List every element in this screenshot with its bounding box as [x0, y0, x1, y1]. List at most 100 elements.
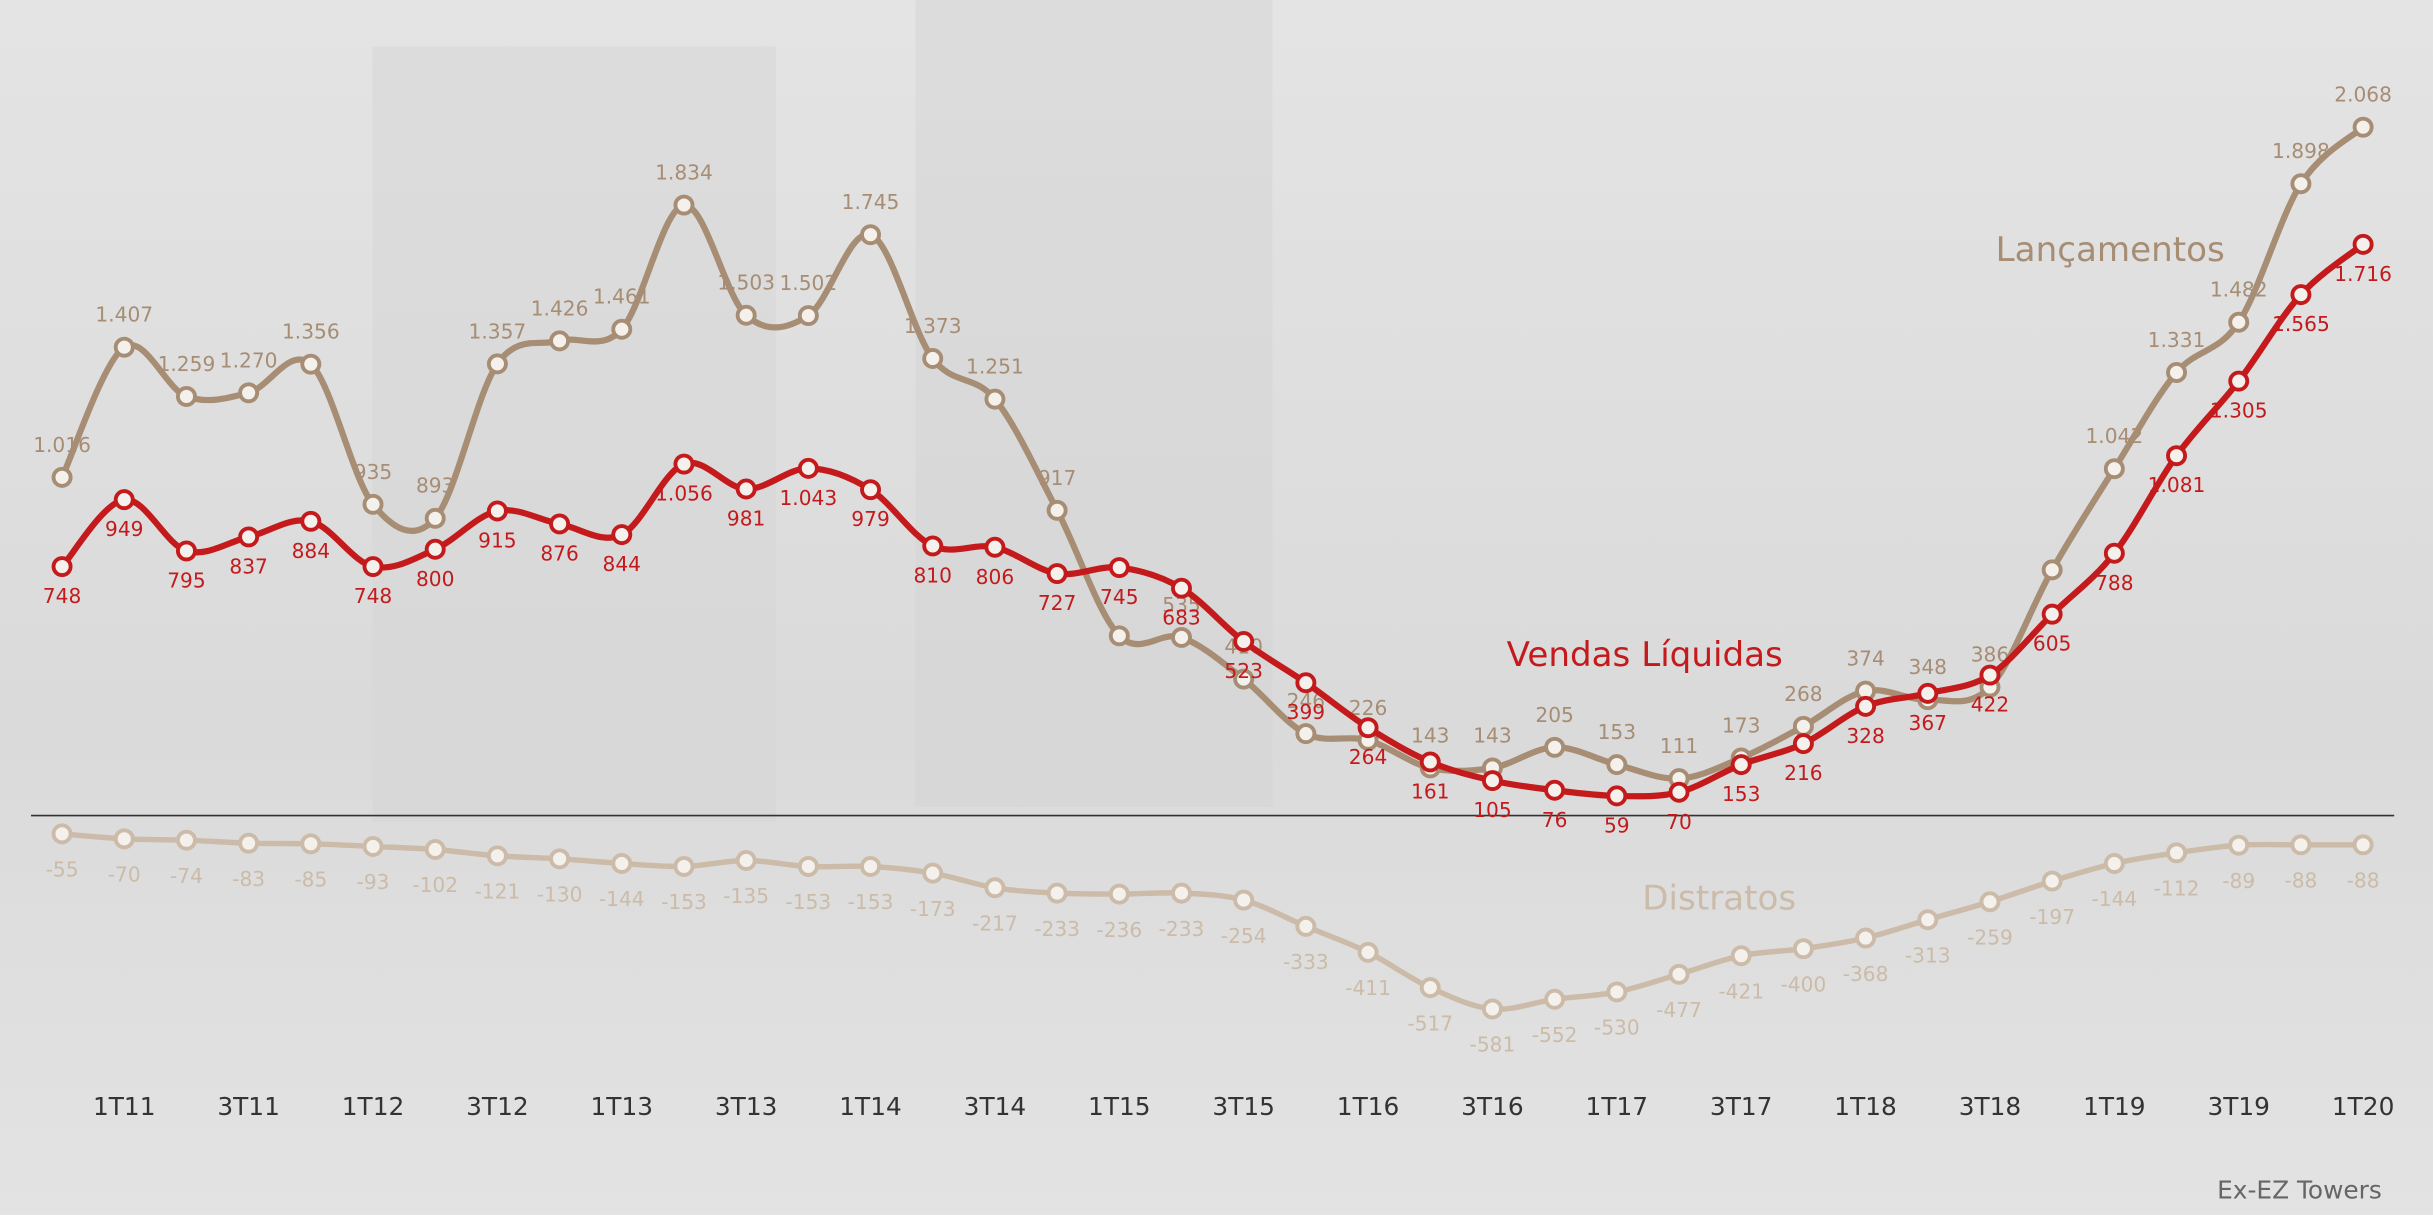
data-point — [2352, 834, 2374, 856]
data-label: 264 — [1349, 745, 1387, 769]
x-tick-label: 3T13 — [715, 1092, 778, 1121]
x-tick-label: 1T17 — [1586, 1092, 1649, 1121]
x-tick-label: 1T13 — [591, 1092, 654, 1121]
data-label: -93 — [357, 870, 390, 894]
data-label: 1.482 — [2210, 278, 2268, 302]
data-point — [1171, 882, 1192, 904]
data-point — [486, 353, 508, 375]
data-point — [860, 479, 882, 501]
data-point — [860, 224, 882, 246]
data-label: -85 — [294, 868, 327, 892]
data-label: 153 — [1722, 782, 1760, 806]
data-point — [2352, 233, 2374, 255]
data-point — [1855, 695, 1877, 717]
x-tick-label: 1T20 — [2332, 1092, 2395, 1121]
data-label: 949 — [105, 517, 143, 541]
data-point — [673, 855, 695, 877]
data-point — [1917, 682, 1939, 704]
data-label: 1.259 — [158, 352, 216, 376]
data-label: 935 — [354, 460, 392, 484]
data-label: 748 — [43, 584, 81, 608]
data-point — [2041, 870, 2063, 892]
data-point — [300, 833, 322, 855]
data-point — [673, 453, 695, 475]
data-point — [2103, 852, 2125, 874]
data-label: -102 — [412, 873, 458, 897]
data-label: 399 — [1287, 700, 1325, 724]
data-label: 374 — [1846, 647, 1884, 671]
data-label: 348 — [1909, 655, 1947, 679]
data-label: -217 — [972, 912, 1018, 936]
data-point — [797, 457, 819, 479]
data-point — [1357, 941, 1379, 963]
data-label: 2.068 — [2334, 83, 2392, 107]
data-point — [175, 829, 197, 851]
data-point — [1295, 672, 1317, 694]
data-label: 844 — [603, 552, 641, 576]
data-label: 143 — [1473, 723, 1511, 747]
data-label: 161 — [1411, 779, 1449, 803]
data-point — [1233, 668, 1255, 690]
data-label: 105 — [1473, 798, 1511, 822]
data-label: 367 — [1909, 711, 1947, 735]
data-label: -530 — [1594, 1016, 1640, 1040]
data-label: 535 — [1162, 593, 1200, 617]
data-label: 1.270 — [220, 348, 278, 372]
data-label: -259 — [1967, 925, 2013, 949]
data-label: 143 — [1411, 723, 1449, 747]
data-point — [1544, 779, 1566, 801]
data-point — [922, 535, 944, 557]
data-point — [1606, 785, 1628, 807]
data-label: 605 — [2033, 632, 2071, 656]
data-point — [2290, 284, 2312, 306]
data-label: -88 — [2284, 869, 2317, 893]
data-point — [175, 385, 197, 407]
data-point — [735, 478, 757, 500]
data-point — [2103, 458, 2125, 480]
data-label: 788 — [2095, 571, 2133, 595]
data-label: -144 — [2091, 887, 2137, 911]
data-label: -88 — [2347, 869, 2380, 893]
data-label: 246 — [1287, 689, 1325, 713]
data-point — [362, 493, 384, 515]
data-label: 800 — [416, 567, 454, 591]
x-tick-label: 3T15 — [1212, 1092, 1275, 1121]
data-point — [1792, 715, 1814, 737]
data-point — [2352, 116, 2374, 138]
x-tick-label: 1T12 — [342, 1092, 405, 1121]
data-label: -197 — [2029, 905, 2075, 929]
data-label: -236 — [1096, 918, 1142, 942]
data-label: 1.503 — [717, 271, 775, 295]
data-point — [611, 318, 633, 340]
data-label: -368 — [1843, 962, 1889, 986]
data-label: 1.357 — [469, 319, 527, 343]
data-label: 1.407 — [95, 303, 153, 327]
data-label: 226 — [1349, 696, 1387, 720]
data-label: -173 — [910, 897, 956, 921]
data-point — [611, 852, 633, 874]
data-point — [1979, 891, 2001, 913]
data-point — [1668, 781, 1690, 803]
data-label: 1.016 — [33, 433, 91, 457]
data-label: 810 — [913, 563, 951, 587]
data-label: 1.461 — [593, 285, 651, 309]
data-point — [1668, 963, 1690, 985]
data-label: -112 — [2154, 877, 2200, 901]
data-label: 1.251 — [966, 355, 1024, 379]
data-point — [1046, 499, 1068, 521]
data-label: 1.356 — [282, 320, 340, 344]
data-label: -130 — [537, 883, 583, 907]
data-label: -89 — [2222, 869, 2255, 893]
data-label: 1.373 — [904, 314, 962, 338]
data-point — [1979, 664, 2001, 686]
bg-building — [915, 0, 1273, 807]
data-label: 981 — [727, 507, 765, 531]
data-label: 1.426 — [531, 296, 589, 320]
data-label: 748 — [354, 584, 392, 608]
data-label: 1.745 — [842, 190, 900, 214]
data-label: -83 — [232, 867, 265, 891]
data-point — [51, 466, 73, 488]
data-label: -153 — [785, 890, 831, 914]
data-point — [1792, 938, 1814, 960]
data-point — [1419, 751, 1441, 773]
